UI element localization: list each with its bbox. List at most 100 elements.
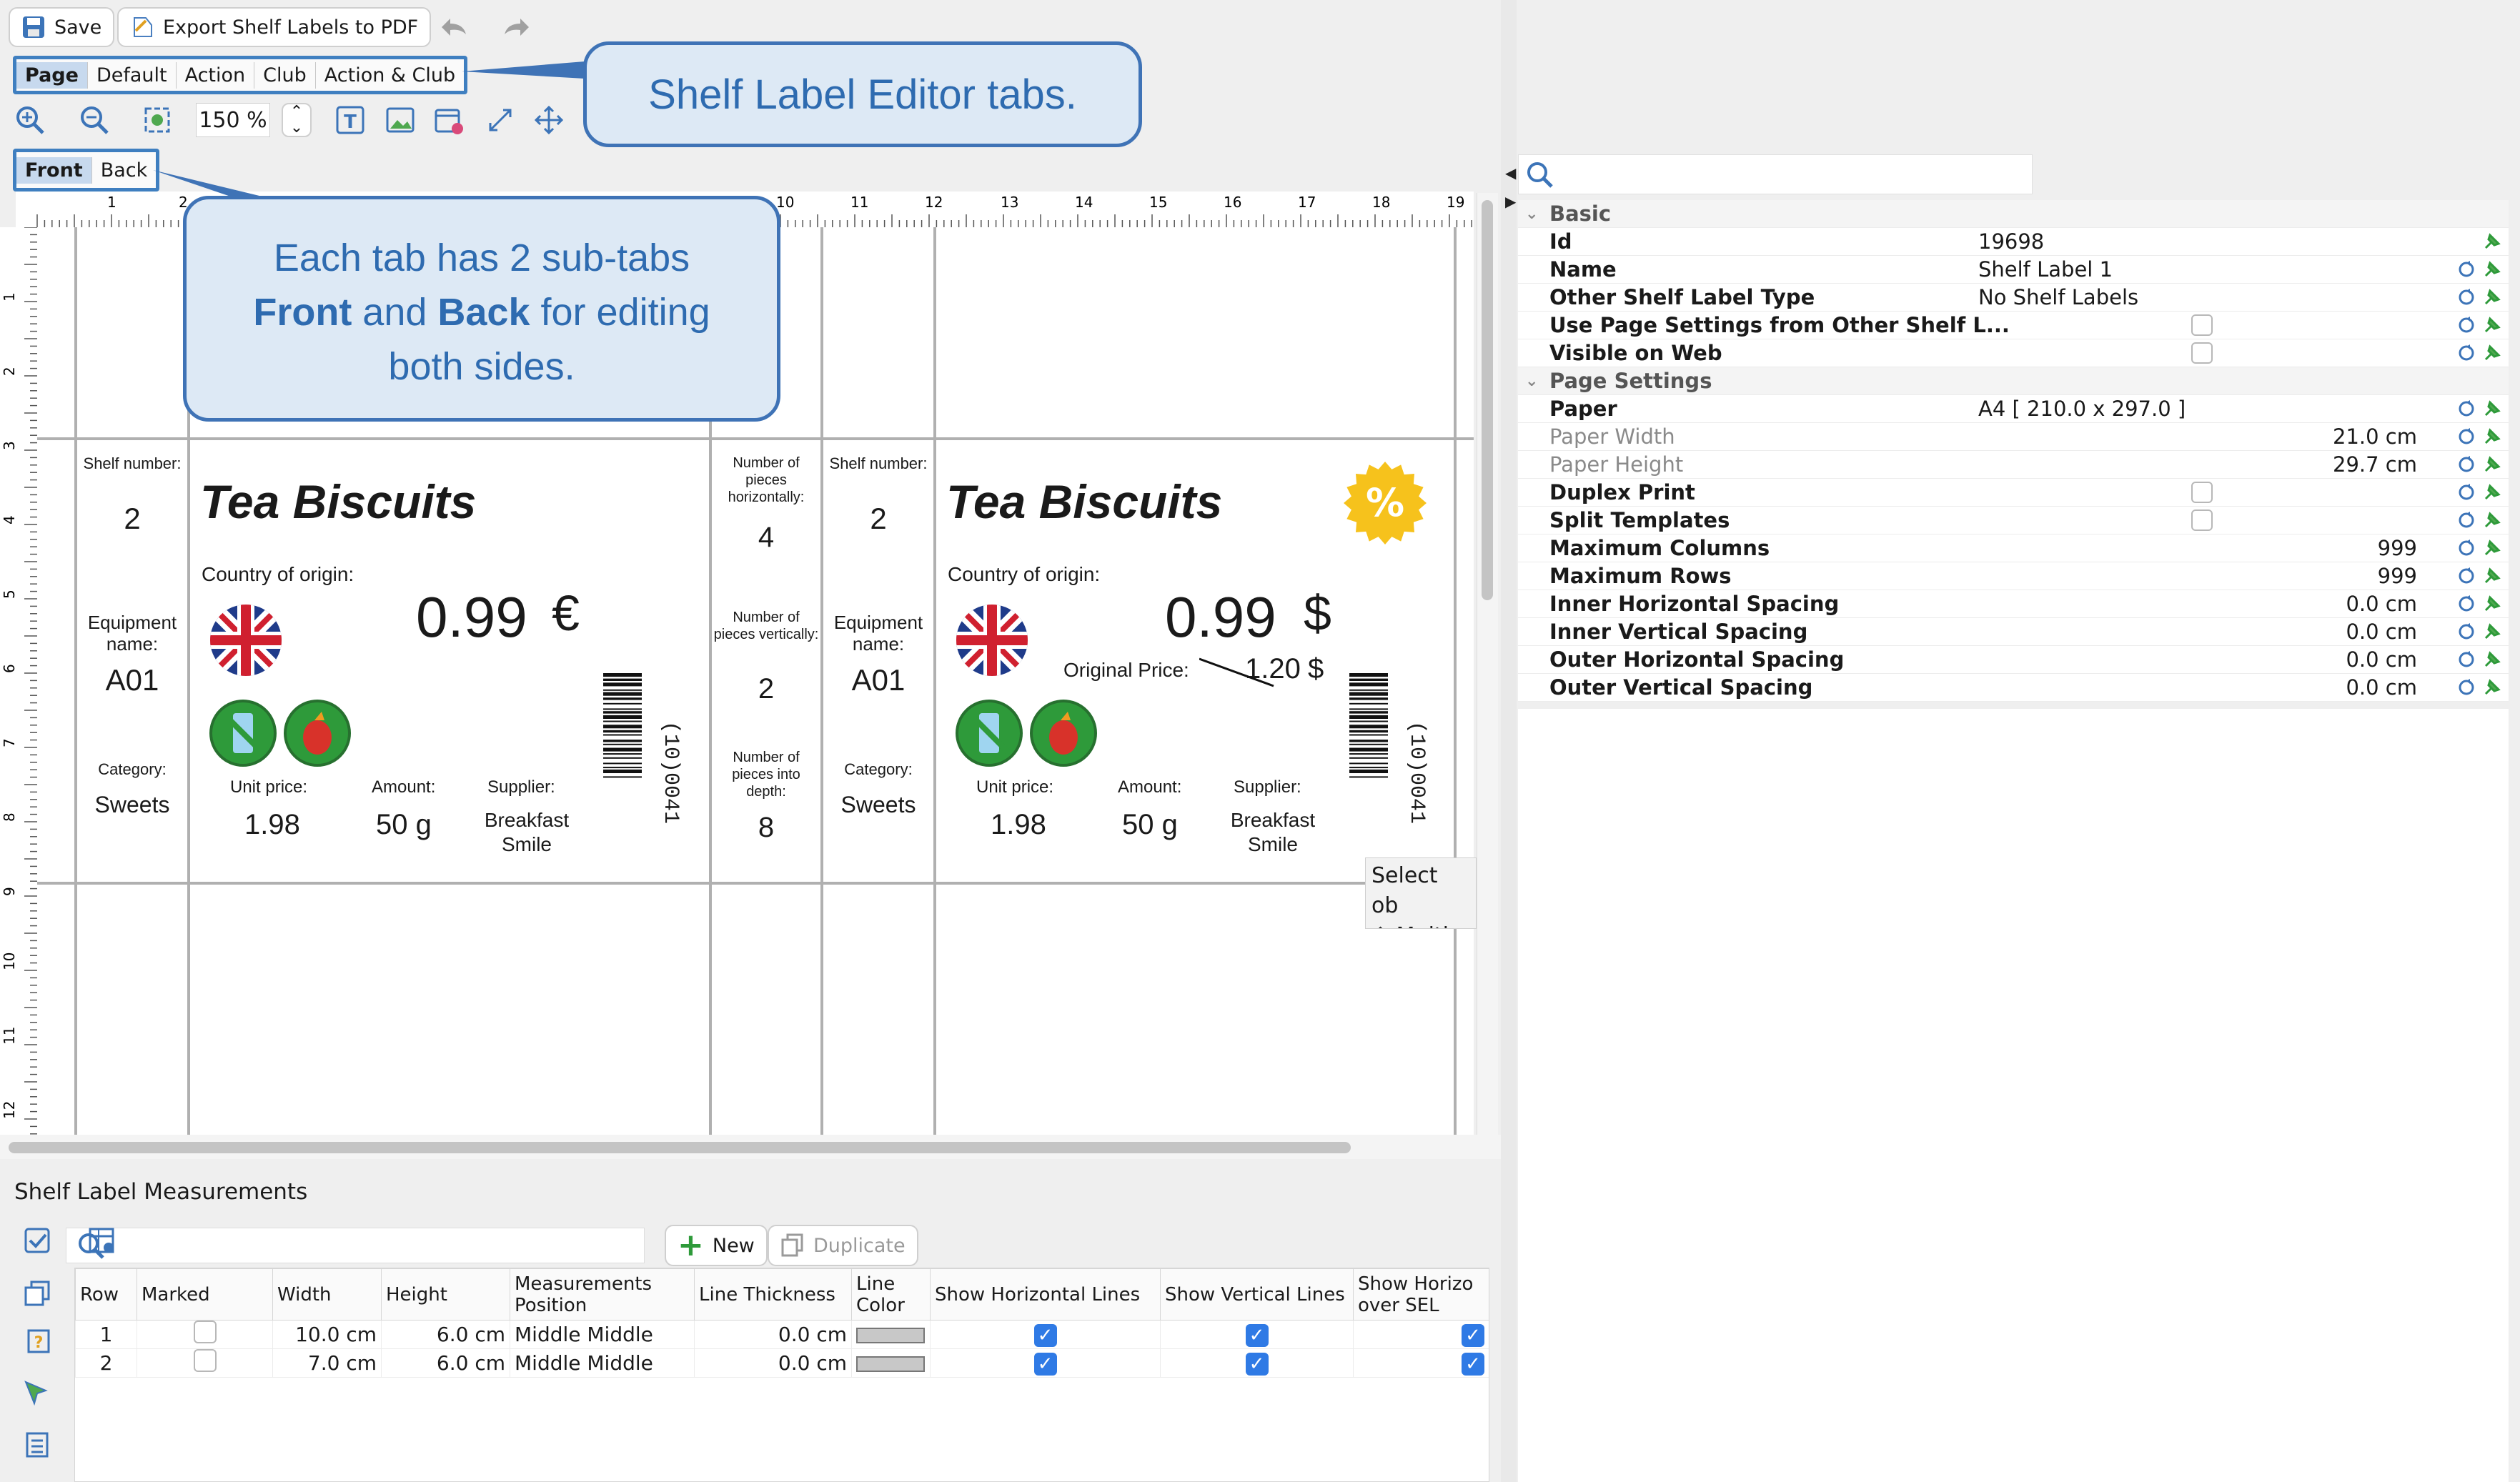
column-header[interactable]: Line Thickness	[694, 1268, 852, 1321]
property-row[interactable]: Split Templates	[1518, 507, 2509, 534]
canvas-vertical-scrollbar-thumb[interactable]	[1482, 200, 1493, 600]
property-value[interactable]: 0.0 cm	[2346, 647, 2417, 672]
property-value[interactable]: Shelf Label 1	[1978, 257, 2113, 282]
property-row[interactable]: Inner Horizontal Spacing 0.0 cm	[1518, 590, 2509, 618]
add-text-icon[interactable]: T	[334, 104, 366, 139]
property-row[interactable]: Paper A4 [ 210.0 x 297.0 ]	[1518, 395, 2509, 423]
measurements-search-input[interactable]	[66, 1228, 645, 1263]
chevron-down-icon[interactable]: ⌄	[1525, 204, 1539, 223]
show-horizontal-checkbox[interactable]: ✓	[930, 1320, 1161, 1349]
pin-icon[interactable]	[2483, 511, 2501, 529]
property-value[interactable]: 999	[2377, 536, 2417, 560]
save-button[interactable]: Save	[9, 7, 115, 47]
show-horizontal-over-sel-checkbox[interactable]: ✓	[1353, 1348, 1489, 1378]
reset-icon[interactable]	[2457, 567, 2476, 585]
subtab-front[interactable]: Front	[16, 156, 92, 184]
property-value[interactable]: 999	[2377, 564, 2417, 588]
pin-icon[interactable]	[2483, 427, 2501, 446]
reset-icon[interactable]	[2457, 511, 2476, 529]
table-row[interactable]: 1 10.0 cm 6.0 cm Middle Middle 0.0 cm ✓ ✓ ✓	[75, 1320, 1489, 1349]
reset-icon[interactable]	[2457, 344, 2476, 362]
pin-icon[interactable]	[2483, 455, 2501, 474]
show-horizontal-checkbox[interactable]: ✓	[930, 1348, 1161, 1378]
pin-icon[interactable]	[2483, 344, 2501, 362]
reset-icon[interactable]	[2457, 483, 2476, 502]
redo-icon[interactable]	[500, 13, 533, 44]
width-cell[interactable]: 7.0 cm	[272, 1348, 382, 1378]
section-page-settings[interactable]: ⌄ Page Settings	[1518, 367, 2509, 395]
zoom-input[interactable]: 150 %	[196, 103, 270, 137]
add-image-icon[interactable]	[385, 104, 416, 139]
pin-icon[interactable]	[2483, 232, 2501, 251]
reset-icon[interactable]	[2457, 399, 2476, 418]
color-swatch[interactable]	[856, 1328, 925, 1343]
add-date-icon[interactable]	[433, 104, 465, 139]
pin-icon[interactable]	[2483, 316, 2501, 334]
property-row[interactable]: Outer Horizontal Spacing 0.0 cm	[1518, 646, 2509, 674]
property-value[interactable]: 0.0 cm	[2346, 620, 2417, 644]
list-icon[interactable]	[16, 1423, 59, 1466]
zoom-stepper[interactable]: ⌃ ⌄	[282, 103, 312, 137]
pin-icon[interactable]	[2483, 288, 2501, 307]
pin-icon[interactable]	[2483, 260, 2501, 279]
pin-icon[interactable]	[2483, 622, 2501, 641]
color-swatch[interactable]	[856, 1356, 925, 1372]
zoom-fit-icon[interactable]	[142, 104, 173, 139]
column-header[interactable]: Show Horizo over SEL	[1353, 1268, 1489, 1321]
reset-icon[interactable]	[2457, 650, 2476, 669]
reset-icon[interactable]	[2457, 622, 2476, 641]
subtab-back[interactable]: Back	[100, 159, 148, 181]
property-row[interactable]: Id 19698	[1518, 228, 2509, 256]
property-row[interactable]: Paper Height 29.7 cm	[1518, 451, 2509, 479]
canvas-vertical-scrollbar[interactable]	[1477, 193, 1498, 1135]
chevron-down-icon[interactable]: ⌄	[1525, 372, 1539, 390]
zoom-in-icon[interactable]	[14, 104, 46, 139]
property-checkbox[interactable]	[2191, 314, 2213, 336]
reset-icon[interactable]	[2457, 678, 2476, 697]
tab-action-club[interactable]: Action & Club	[324, 64, 456, 86]
show-vertical-checkbox[interactable]: ✓	[1160, 1320, 1354, 1349]
table-row[interactable]: 2 7.0 cm 6.0 cm Middle Middle 0.0 cm ✓ ✓ ✓	[75, 1348, 1489, 1378]
reset-icon[interactable]	[2457, 260, 2476, 279]
reset-icon[interactable]	[2457, 595, 2476, 613]
property-row[interactable]: Visible on Web	[1518, 339, 2509, 367]
show-horizontal-over-sel-checkbox[interactable]: ✓	[1353, 1320, 1489, 1349]
height-cell[interactable]: 6.0 cm	[381, 1348, 510, 1378]
reset-icon[interactable]	[2457, 455, 2476, 474]
pin-icon[interactable]	[2483, 539, 2501, 557]
copy-icon[interactable]	[16, 1272, 59, 1315]
zoom-out-icon[interactable]	[79, 104, 110, 139]
column-header[interactable]: Marked	[137, 1268, 273, 1321]
pin-icon[interactable]	[2483, 595, 2501, 613]
undo-icon[interactable]	[437, 13, 470, 44]
height-cell[interactable]: 6.0 cm	[381, 1320, 510, 1349]
reset-icon[interactable]	[2457, 427, 2476, 446]
duplicate-measurement-button[interactable]: Duplicate	[768, 1225, 918, 1266]
position-cell[interactable]: Middle Middle	[510, 1348, 695, 1378]
line-color-cell[interactable]	[851, 1348, 931, 1378]
column-header[interactable]: Height	[381, 1268, 510, 1321]
canvas-horizontal-scrollbar-thumb[interactable]	[9, 1142, 1351, 1153]
property-row[interactable]: Use Page Settings from Other Shelf L...	[1518, 312, 2509, 339]
help-icon[interactable]: ?	[16, 1322, 59, 1365]
move-icon[interactable]	[533, 104, 565, 139]
marked-checkbox[interactable]	[137, 1348, 273, 1378]
position-cell[interactable]: Middle Middle	[510, 1320, 695, 1349]
table-settings-icon[interactable]	[80, 1219, 123, 1262]
reset-icon[interactable]	[2457, 288, 2476, 307]
pin-icon[interactable]	[2483, 567, 2501, 585]
pin-icon[interactable]	[2483, 483, 2501, 502]
column-header[interactable]: Line Color	[851, 1268, 931, 1321]
tab-page[interactable]: Page	[16, 61, 88, 89]
reset-icon[interactable]	[2457, 539, 2476, 557]
canvas-horizontal-scrollbar[interactable]	[0, 1135, 1501, 1159]
column-header[interactable]: Row	[75, 1268, 137, 1321]
property-value[interactable]: 0.0 cm	[2346, 592, 2417, 616]
column-header[interactable]: Show Vertical Lines	[1160, 1268, 1354, 1321]
tab-action[interactable]: Action	[177, 61, 255, 89]
property-row[interactable]: Duplex Print	[1518, 479, 2509, 507]
property-search-input[interactable]	[1518, 154, 2033, 194]
property-value[interactable]: 21.0 cm	[2333, 424, 2417, 449]
resize-icon[interactable]	[485, 104, 516, 139]
property-checkbox[interactable]	[2191, 482, 2213, 503]
